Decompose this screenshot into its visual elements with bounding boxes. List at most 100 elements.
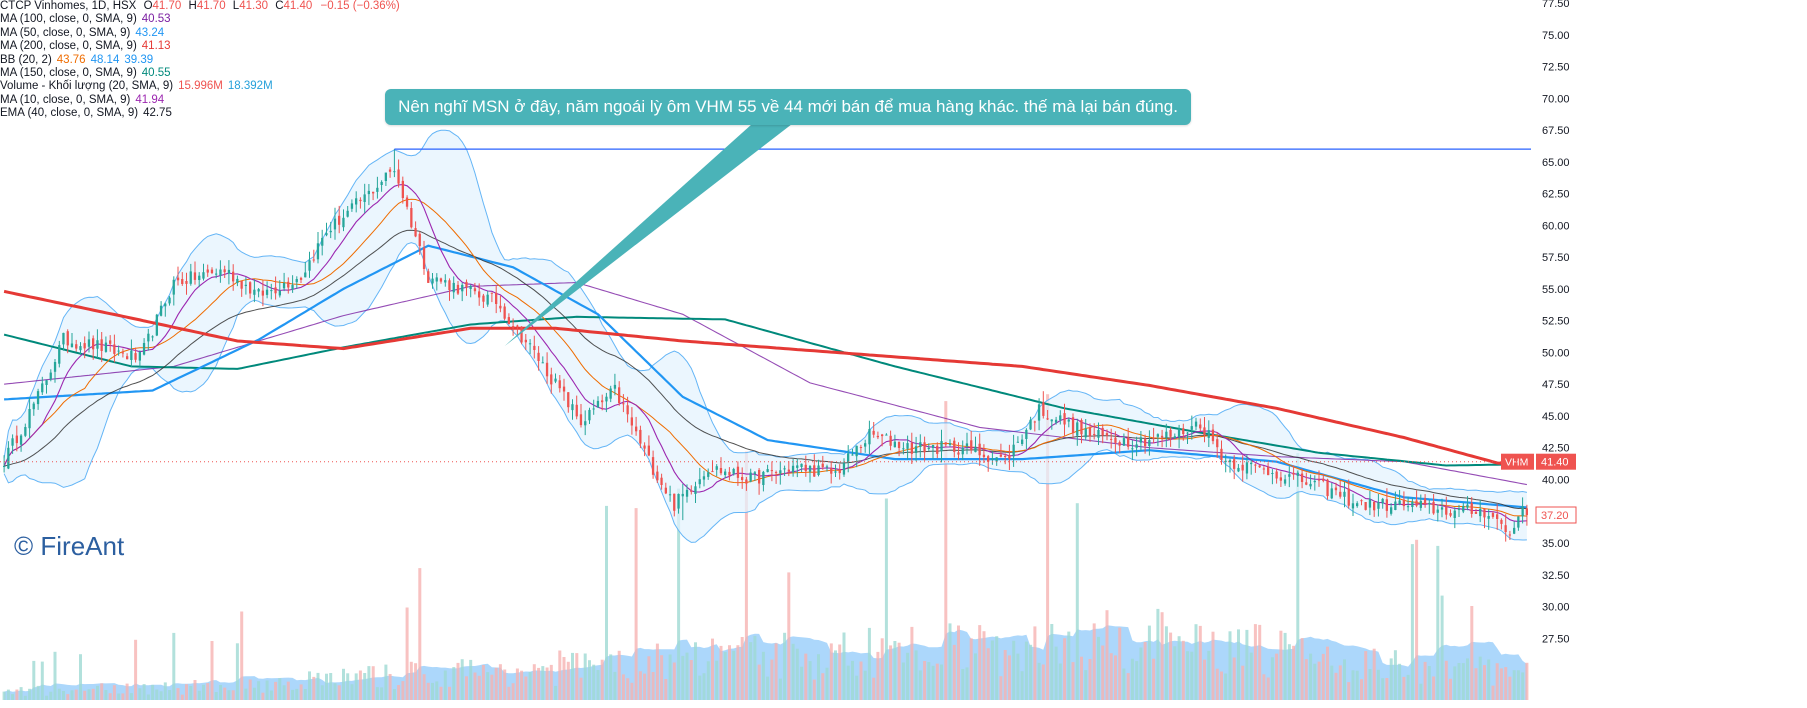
candle [1462, 502, 1465, 514]
volume-bar [1381, 678, 1385, 700]
candle [507, 313, 510, 325]
volume-bar [1516, 670, 1520, 700]
volume-bar [583, 653, 587, 700]
candle [1169, 427, 1172, 447]
candle-body [1508, 534, 1511, 536]
volume-bar [651, 672, 655, 700]
candle [1292, 465, 1295, 480]
candle-body [431, 278, 434, 284]
volume-bar [626, 678, 630, 700]
volume-bar [32, 660, 36, 700]
candle-body [1135, 444, 1138, 448]
volume-bar [452, 667, 456, 700]
candle-body [1080, 420, 1083, 435]
volume-bar [473, 672, 477, 700]
candle [1114, 431, 1117, 453]
candle [15, 425, 18, 452]
price-tick-label: 35.00 [1542, 538, 1570, 550]
candle-body [159, 305, 163, 316]
candle [651, 450, 655, 479]
candle [401, 176, 404, 204]
candle-body [321, 237, 324, 246]
volume-bar [202, 684, 205, 700]
volume-bar [876, 651, 880, 700]
candle [919, 434, 922, 458]
indicator-ma200[interactable]: MA (200, close, 0, SMA, 9) 41.13 [0, 40, 171, 53]
volume-bar [689, 660, 693, 700]
candle-body [1423, 498, 1427, 504]
candle-body [694, 486, 697, 494]
volume-bar [219, 685, 222, 700]
volume-bar [490, 674, 494, 700]
candle [1021, 434, 1024, 446]
annotation-callout[interactable]: Nên nghĩ MSN ở đây, năm ngoái lỳ ôm VHM … [385, 89, 1191, 125]
candle-body [1059, 415, 1062, 421]
candle-body [3, 466, 6, 467]
indicator-ma100[interactable]: MA (100, close, 0, SMA, 9) 40.53 [0, 13, 171, 26]
bb-basis-line [3, 198, 1527, 517]
candle [626, 396, 629, 423]
candle-body [579, 414, 583, 426]
volume-bar [520, 670, 524, 700]
candle-body [957, 452, 960, 455]
volume-bar [600, 659, 604, 700]
indicator-ma150[interactable]: MA (150, close, 0, SMA, 9) 40.55 [0, 66, 171, 79]
candle [1228, 458, 1232, 473]
volume-bar [96, 685, 99, 700]
price-tick-label: 42.50 [1542, 443, 1570, 455]
candle-body [1356, 503, 1359, 507]
volume-bar [1194, 624, 1198, 700]
candle-body [1474, 511, 1478, 514]
indicator-ma50[interactable]: MA (50, close, 0, SMA, 9) 43.24 [0, 26, 165, 39]
indicator-bb[interactable]: BB (20, 2) 43.76 48.14 39.39 [0, 53, 154, 66]
indicator-ema40[interactable]: EMA (40, close, 0, SMA, 9) 42.75 [0, 107, 172, 120]
candle [1148, 430, 1151, 456]
candle [694, 481, 697, 503]
candle-body [588, 409, 591, 421]
candle-body [1224, 460, 1227, 462]
volume-bar [74, 689, 78, 700]
candle [1496, 504, 1499, 530]
volume-bar [1525, 662, 1529, 700]
indicator-volume[interactable]: Volume - Khối lượng (20, SMA, 9) 15.996M 1… [0, 80, 273, 93]
candle-body [176, 277, 180, 281]
candle-body [126, 356, 129, 360]
candle-body [1373, 502, 1376, 511]
candle [974, 436, 977, 453]
candle-body [571, 404, 574, 411]
candle [1059, 410, 1062, 425]
volume-bar [617, 650, 621, 700]
candle-body [1500, 519, 1503, 524]
volume-bar [426, 682, 430, 700]
volume-bar [380, 687, 384, 700]
candle [227, 260, 231, 285]
indicator-ma10[interactable]: MA (10, close, 0, SMA, 9) 41.94 [0, 93, 165, 106]
volume-bar [401, 681, 405, 700]
candle-body [596, 400, 600, 408]
candle-body [715, 466, 718, 470]
price-tick-label: 55.00 [1542, 284, 1570, 296]
candle [1237, 464, 1240, 473]
candle-body [138, 352, 141, 361]
candle-body [1521, 506, 1524, 517]
candle [134, 347, 137, 363]
candle-body [287, 281, 290, 288]
candle [159, 301, 163, 317]
volume-bar [1020, 671, 1024, 700]
candle [1250, 460, 1253, 475]
candle [1097, 422, 1100, 445]
candle-body [418, 233, 421, 247]
candle [635, 416, 638, 436]
price-axis: 27.5030.0032.5035.0037.5040.0042.5045.00… [1501, 0, 1807, 708]
volume-bar [40, 661, 44, 700]
candle [1440, 498, 1444, 518]
candle [889, 430, 892, 451]
candle [473, 282, 477, 295]
volume-bar [702, 673, 706, 700]
candle-body [384, 172, 387, 181]
candle-body [825, 466, 829, 468]
volume-bar [554, 685, 558, 700]
candle-body [1144, 438, 1147, 447]
volume-bar [1092, 623, 1096, 700]
